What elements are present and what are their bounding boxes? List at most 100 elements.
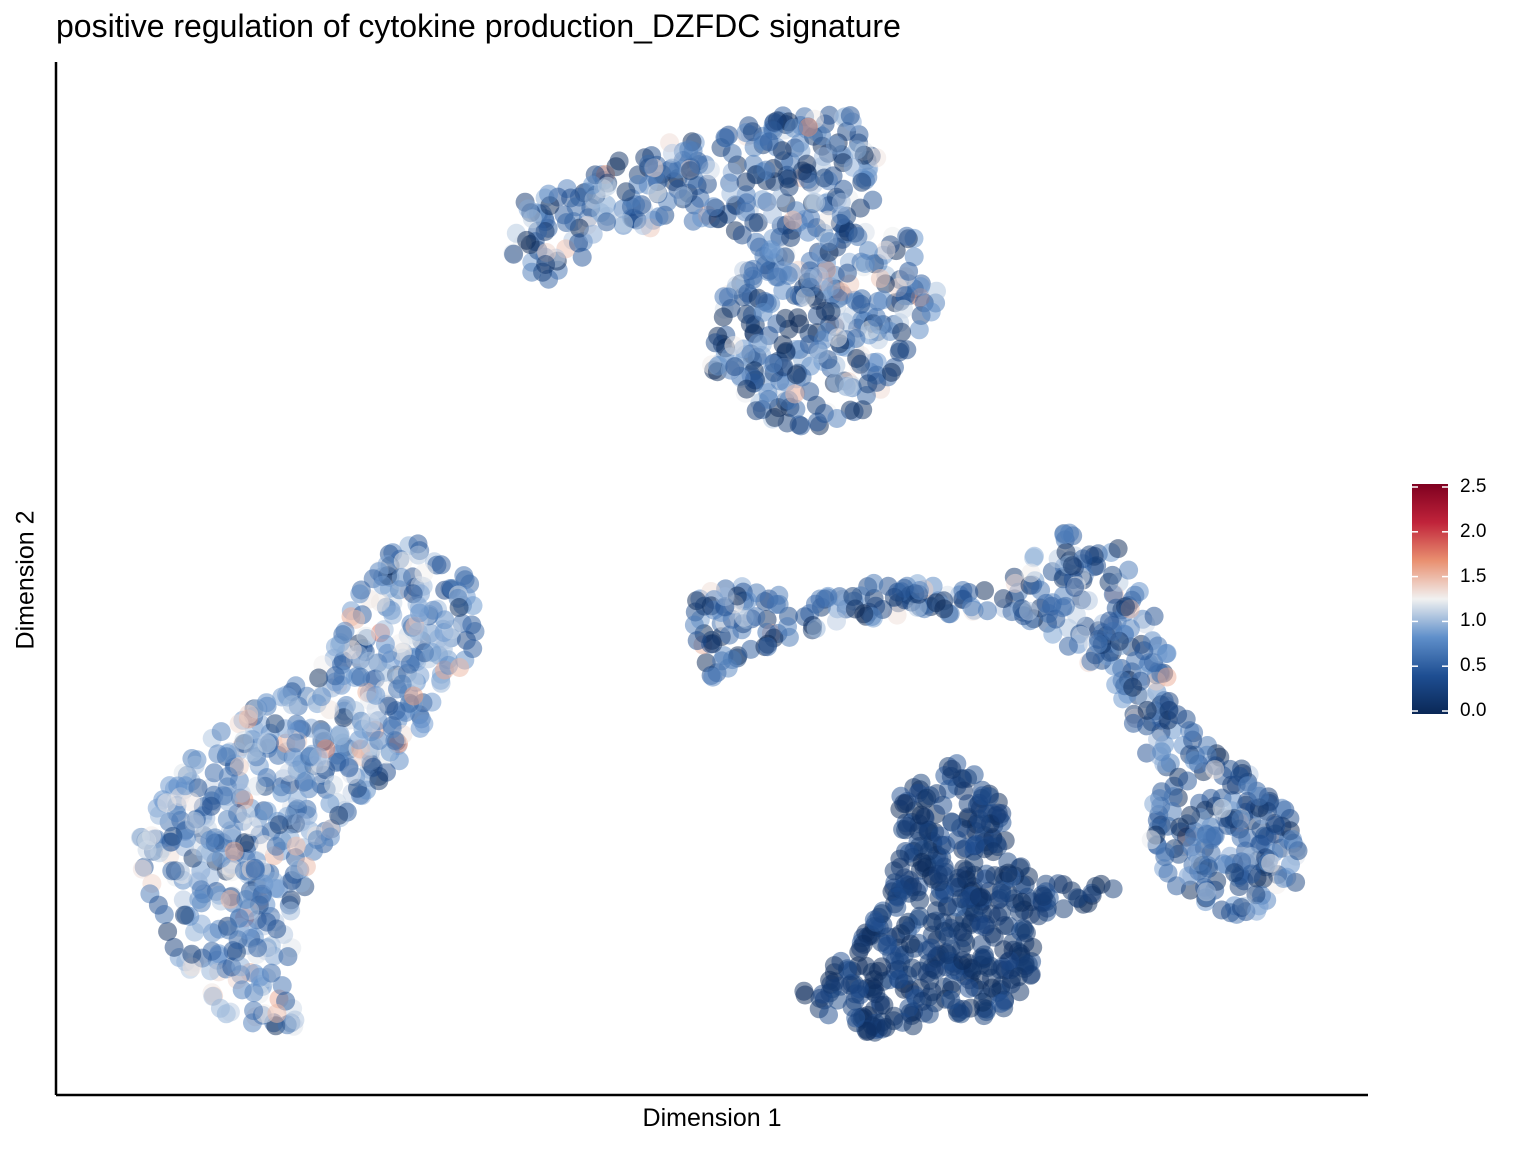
data-point bbox=[799, 117, 818, 137]
data-point bbox=[994, 940, 1014, 960]
data-point bbox=[892, 322, 912, 342]
data-point bbox=[752, 190, 772, 210]
data-point bbox=[876, 240, 896, 260]
data-point bbox=[993, 589, 1013, 609]
data-point bbox=[1054, 899, 1074, 919]
data-point bbox=[744, 259, 763, 279]
data-point bbox=[737, 193, 756, 213]
data-point bbox=[741, 639, 761, 659]
data-point bbox=[350, 584, 370, 604]
data-point bbox=[325, 637, 345, 657]
data-point bbox=[909, 320, 929, 340]
data-point bbox=[1021, 563, 1041, 583]
data-point bbox=[998, 863, 1018, 883]
data-point bbox=[870, 269, 890, 288]
data-point bbox=[920, 971, 940, 990]
data-point bbox=[278, 947, 298, 967]
colorbar-tick-label: 1.5 bbox=[1460, 565, 1487, 587]
data-point bbox=[849, 979, 869, 999]
data-point bbox=[689, 155, 709, 175]
data-point bbox=[736, 172, 756, 192]
data-point bbox=[911, 277, 931, 297]
data-point bbox=[309, 668, 329, 688]
data-point bbox=[927, 784, 947, 804]
data-point bbox=[878, 934, 898, 954]
data-point bbox=[971, 916, 991, 935]
data-point bbox=[1281, 855, 1300, 875]
data-point bbox=[1178, 771, 1197, 791]
colorbar-tick-label: 0.5 bbox=[1460, 655, 1487, 677]
data-point bbox=[647, 183, 667, 203]
data-point bbox=[926, 901, 946, 921]
data-point bbox=[1015, 920, 1035, 940]
data-point bbox=[1152, 742, 1172, 762]
data-point bbox=[164, 937, 184, 957]
chart-title: positive regulation of cytokine producti… bbox=[56, 8, 901, 44]
data-point bbox=[949, 1002, 969, 1022]
data-point bbox=[827, 409, 847, 428]
data-point bbox=[763, 354, 783, 374]
data-point bbox=[566, 197, 586, 217]
data-point bbox=[831, 192, 851, 212]
data-point bbox=[973, 992, 993, 1012]
data-point bbox=[375, 662, 395, 682]
colorbar-tick-label: 2.0 bbox=[1460, 520, 1487, 542]
data-point bbox=[1231, 810, 1251, 829]
data-point bbox=[1197, 882, 1216, 902]
data-point bbox=[889, 969, 909, 989]
data-point bbox=[391, 567, 411, 587]
data-point bbox=[1062, 556, 1082, 576]
data-point bbox=[719, 625, 739, 645]
data-point bbox=[410, 603, 429, 623]
data-point bbox=[1182, 837, 1202, 857]
data-point bbox=[902, 958, 922, 978]
data-point bbox=[374, 620, 394, 640]
data-point bbox=[835, 312, 855, 332]
data-point bbox=[897, 226, 917, 246]
data-point bbox=[840, 106, 860, 126]
data-point bbox=[536, 255, 556, 274]
data-point bbox=[265, 714, 285, 734]
data-point bbox=[557, 213, 576, 233]
data-point bbox=[910, 906, 930, 926]
data-point bbox=[272, 976, 292, 996]
data-point bbox=[848, 227, 868, 247]
data-point bbox=[1184, 751, 1204, 771]
data-point bbox=[422, 692, 442, 712]
data-point bbox=[673, 186, 693, 206]
data-point bbox=[703, 634, 723, 654]
data-point bbox=[847, 140, 867, 160]
data-point bbox=[1029, 906, 1049, 926]
data-point bbox=[882, 362, 901, 382]
data-point bbox=[800, 277, 820, 297]
data-point bbox=[182, 944, 202, 964]
data-point bbox=[764, 112, 784, 132]
data-point bbox=[904, 247, 924, 267]
data-point bbox=[718, 287, 738, 307]
data-point bbox=[257, 801, 277, 821]
data-point bbox=[894, 578, 914, 598]
data-point bbox=[850, 198, 870, 218]
data-point bbox=[1144, 794, 1164, 814]
data-point bbox=[400, 654, 420, 674]
data-point bbox=[320, 827, 340, 847]
data-point bbox=[819, 1005, 838, 1025]
data-point bbox=[1119, 560, 1139, 580]
data-point bbox=[766, 595, 786, 614]
data-point bbox=[202, 941, 222, 961]
data-point bbox=[217, 810, 237, 829]
data-point bbox=[843, 587, 863, 606]
data-point bbox=[853, 400, 873, 420]
data-point bbox=[1134, 641, 1154, 661]
data-point bbox=[633, 216, 653, 236]
data-point bbox=[781, 228, 801, 247]
data-point bbox=[410, 718, 430, 738]
data-point bbox=[1144, 606, 1164, 626]
data-point bbox=[582, 175, 602, 195]
data-point bbox=[363, 757, 383, 777]
data-point bbox=[1141, 830, 1161, 850]
data-point bbox=[858, 241, 878, 261]
data-point bbox=[899, 261, 919, 281]
data-point bbox=[679, 140, 699, 160]
data-point bbox=[942, 812, 962, 832]
